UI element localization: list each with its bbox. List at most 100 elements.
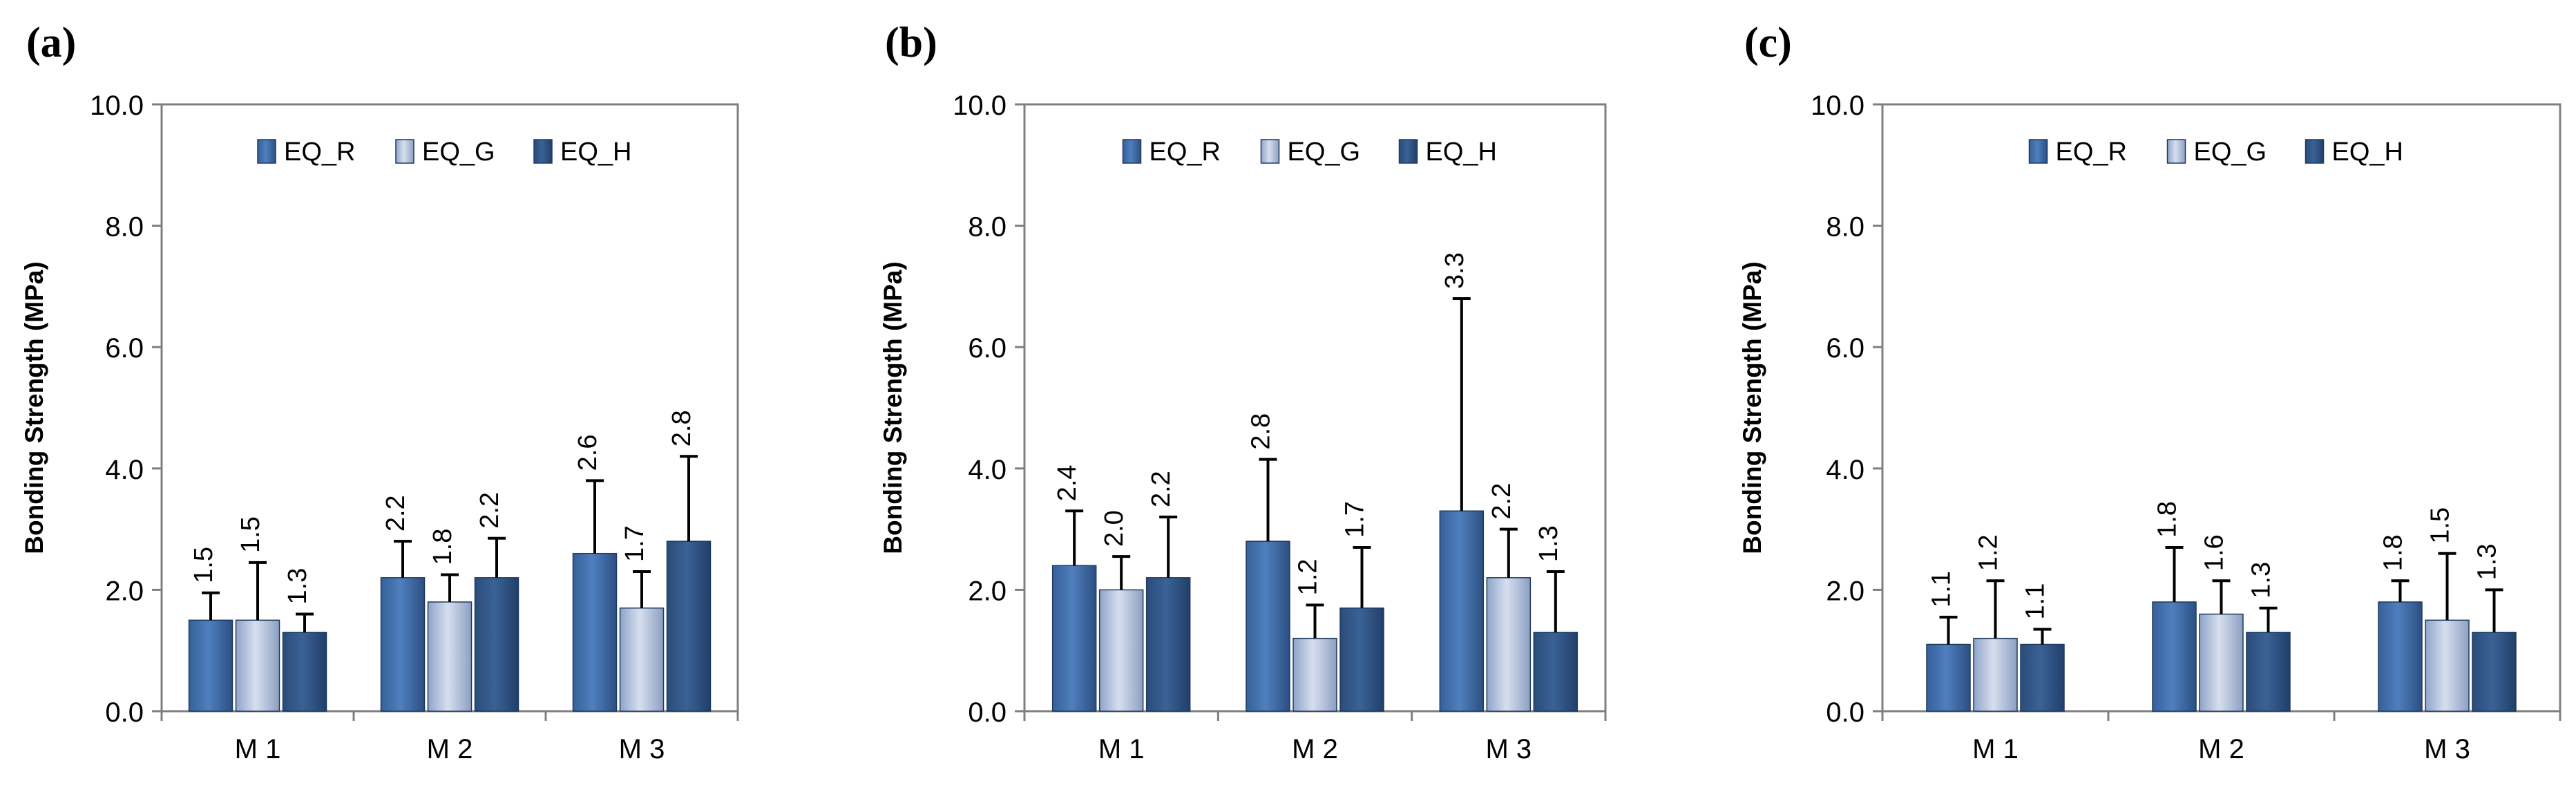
y-tick-label: 10.0 bbox=[1811, 91, 1864, 121]
legend-label: EQ_G bbox=[1288, 138, 1361, 167]
bar-EQ_R bbox=[1439, 510, 1485, 712]
bar-EQ_G bbox=[427, 601, 473, 712]
legend-swatch-EQ_H bbox=[1398, 139, 1418, 164]
data-label: 3.3 bbox=[1440, 252, 1469, 289]
bar-EQ_G bbox=[1292, 637, 1337, 712]
data-label: 1.7 bbox=[1341, 501, 1370, 538]
x-tick-label: M 1 bbox=[235, 734, 281, 764]
y-tick-label: 8.0 bbox=[968, 212, 1006, 243]
legend-label: EQ_H bbox=[1426, 138, 1497, 167]
panel-label: (b) bbox=[885, 19, 937, 66]
y-tick-label: 2.0 bbox=[968, 576, 1006, 606]
y-tick-label: 8.0 bbox=[105, 212, 144, 243]
legend-label: EQ_H bbox=[560, 138, 631, 167]
y-tick-label: 2.0 bbox=[1826, 576, 1864, 606]
data-label: 1.3 bbox=[2473, 544, 2502, 581]
bar-EQ_R bbox=[1246, 540, 1290, 712]
data-label: 1.8 bbox=[2379, 534, 2408, 571]
y-axis-label: Bonding Strength (MPa) bbox=[20, 261, 48, 554]
x-tick-label: M 2 bbox=[2198, 734, 2244, 764]
bar-EQ_G bbox=[2199, 613, 2244, 712]
data-label: 1.8 bbox=[428, 529, 457, 565]
legend-swatch-EQ_H bbox=[2305, 139, 2325, 164]
x-tick-label: M 2 bbox=[427, 734, 473, 764]
panel-label: (c) bbox=[1744, 19, 1792, 66]
chart-panel-c: (c) 0.0 2.0 4.0 6.0 8.0 10.0 Bonding Strength (… bbox=[1738, 19, 2561, 764]
data-label: 2.6 bbox=[573, 435, 602, 471]
legend-swatch-EQ_R bbox=[1122, 139, 1142, 164]
data-label: 1.1 bbox=[2021, 583, 2050, 620]
data-label: 2.2 bbox=[1487, 483, 1516, 520]
data-label: 2.8 bbox=[667, 410, 696, 446]
legend-swatch-EQ_R bbox=[257, 139, 276, 164]
bar-EQ_H bbox=[474, 577, 519, 712]
bar-EQ_R bbox=[2152, 601, 2197, 712]
y-tick-label: 4.0 bbox=[1826, 455, 1864, 485]
legend-label: EQ_R bbox=[2056, 138, 2127, 167]
x-tick-label: M 1 bbox=[1972, 734, 2019, 764]
data-label: 1.6 bbox=[2200, 534, 2229, 571]
legend-swatch-EQ_G bbox=[1260, 139, 1280, 164]
data-label: 1.3 bbox=[283, 568, 312, 605]
legend-label: EQ_H bbox=[2332, 138, 2403, 167]
data-label: 1.2 bbox=[1974, 534, 2003, 571]
y-tick-label: 6.0 bbox=[968, 333, 1006, 364]
bar-EQ_G bbox=[2425, 619, 2470, 712]
x-tick-label: M 1 bbox=[1098, 734, 1145, 764]
bar-EQ_H bbox=[1339, 607, 1384, 712]
legend-swatch-EQ_G bbox=[395, 139, 414, 164]
bar-EQ_G bbox=[619, 607, 665, 712]
data-label: 1.1 bbox=[1927, 571, 1956, 608]
legend-label: EQ_R bbox=[284, 138, 355, 167]
data-label: 1.5 bbox=[236, 516, 265, 553]
x-tick-label: M 2 bbox=[1292, 734, 1338, 764]
panel-label: (a) bbox=[26, 19, 76, 66]
data-label: 2.8 bbox=[1247, 413, 1276, 450]
legend-swatch-EQ_G bbox=[2166, 139, 2186, 164]
data-label: 1.8 bbox=[2153, 501, 2182, 538]
bar-EQ_G bbox=[1098, 589, 1144, 712]
x-tick-label: M 3 bbox=[1485, 734, 1532, 764]
legend-swatch-EQ_R bbox=[2028, 139, 2048, 164]
legend-label: EQ_G bbox=[2194, 138, 2267, 167]
bar-EQ_R bbox=[380, 577, 426, 712]
bar-EQ_R bbox=[1051, 565, 1097, 712]
bar-EQ_G bbox=[1486, 577, 1532, 712]
data-label: 1.2 bbox=[1294, 559, 1323, 596]
y-tick-label: 10.0 bbox=[953, 91, 1006, 121]
legend-label: EQ_R bbox=[1149, 138, 1221, 167]
data-label: 1.3 bbox=[1534, 525, 1563, 562]
bar-EQ_G bbox=[1973, 637, 2018, 712]
bar-EQ_H bbox=[666, 540, 712, 712]
y-tick-label: 0.0 bbox=[1826, 697, 1864, 728]
y-tick-label: 0.0 bbox=[105, 697, 144, 728]
bar-EQ_H bbox=[2246, 632, 2291, 712]
data-label: 1.5 bbox=[2426, 507, 2455, 544]
data-label: 2.2 bbox=[1147, 471, 1176, 507]
y-axis-label: Bonding Strength (MPa) bbox=[879, 261, 907, 554]
bar-EQ_R bbox=[2378, 601, 2423, 712]
bar-EQ_R bbox=[572, 552, 618, 712]
y-tick-label: 10.0 bbox=[90, 91, 144, 121]
x-tick-label: M 3 bbox=[619, 734, 665, 764]
bar-EQ_H bbox=[2472, 632, 2517, 712]
y-tick-label: 0.0 bbox=[968, 697, 1006, 728]
bar-EQ_G bbox=[235, 619, 280, 712]
bar-EQ_H bbox=[1533, 632, 1578, 712]
data-label: 2.4 bbox=[1053, 464, 1082, 501]
legend-label: EQ_G bbox=[422, 138, 495, 167]
bar-EQ_H bbox=[282, 632, 327, 712]
data-label: 2.2 bbox=[381, 495, 410, 532]
y-tick-label: 4.0 bbox=[105, 455, 144, 485]
legend-swatch-EQ_H bbox=[533, 139, 553, 164]
y-tick-label: 4.0 bbox=[968, 455, 1006, 485]
y-tick-label: 2.0 bbox=[105, 576, 144, 606]
bar-EQ_H bbox=[1145, 577, 1191, 712]
x-tick-label: M 3 bbox=[2424, 734, 2470, 764]
data-label: 1.5 bbox=[189, 547, 218, 583]
y-tick-label: 8.0 bbox=[1826, 212, 1864, 243]
bar-EQ_R bbox=[188, 619, 233, 712]
y-axis-label: Bonding Strength (MPa) bbox=[1738, 261, 1766, 554]
data-label: 2.0 bbox=[1100, 510, 1129, 547]
